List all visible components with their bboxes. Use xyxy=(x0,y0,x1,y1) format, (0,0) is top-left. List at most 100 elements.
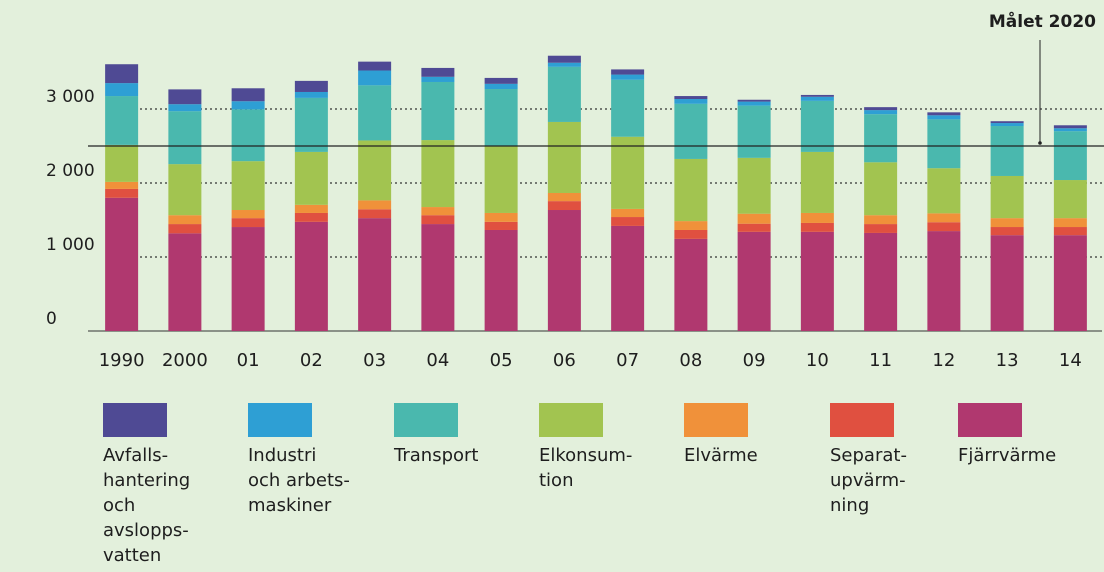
bar-segment xyxy=(358,85,392,141)
x-tick-label: 06 xyxy=(553,350,576,371)
legend-label: Elkonsum- tion xyxy=(539,445,633,491)
bar-segment xyxy=(737,231,771,331)
y-tick-label: 1 000 xyxy=(46,235,95,255)
bar-segment xyxy=(231,101,265,110)
bar-segment xyxy=(611,208,645,218)
bar-segment xyxy=(674,221,708,230)
bar-segment xyxy=(168,233,202,331)
bar-segment xyxy=(927,231,961,331)
bar-segment xyxy=(358,218,392,331)
bar-segment xyxy=(421,140,455,208)
bar-segment xyxy=(864,215,898,225)
bar-segment xyxy=(800,96,834,101)
bar-segment xyxy=(611,225,645,331)
bar-segment xyxy=(358,209,392,219)
bar-segment xyxy=(737,99,771,102)
bar-segment xyxy=(737,157,771,214)
bar-segment xyxy=(1053,235,1087,331)
x-tick-label: 14 xyxy=(1059,350,1082,371)
bar-segment xyxy=(737,101,771,106)
bar-segment xyxy=(358,140,392,201)
x-tick-label: 1990 xyxy=(99,350,145,371)
bar-segment xyxy=(358,200,392,210)
bar-segment xyxy=(421,215,455,225)
bar-segment xyxy=(611,136,645,209)
bar-segment xyxy=(484,229,518,331)
bar-segment xyxy=(421,76,455,82)
bar-segment xyxy=(231,227,265,331)
legend-label: Industri och arbets- maskiner xyxy=(248,445,350,516)
bar-segment xyxy=(737,223,771,232)
bar-segment xyxy=(484,83,518,90)
bar-segment xyxy=(927,115,961,120)
bar-segment xyxy=(231,210,265,219)
bar-segment xyxy=(1053,227,1087,236)
bar-segment xyxy=(864,107,898,111)
bar-segment xyxy=(1053,180,1087,219)
bar-segment xyxy=(1053,128,1087,132)
x-tick-label: 05 xyxy=(490,350,513,371)
bar-segment xyxy=(105,188,139,198)
bar-segment xyxy=(358,70,392,86)
bar-segment xyxy=(990,227,1024,236)
bar-segment xyxy=(168,111,202,165)
bar-segment xyxy=(294,80,328,92)
x-tick-label: 2000 xyxy=(162,350,208,371)
x-tick-label: 12 xyxy=(932,350,955,371)
bar-segment xyxy=(231,88,265,102)
bar-segment xyxy=(547,210,581,331)
bar-segment xyxy=(800,100,834,152)
bar-segment xyxy=(294,151,328,205)
bar-segment xyxy=(168,224,202,234)
bar-segment xyxy=(864,232,898,331)
bar-segment xyxy=(864,162,898,216)
bar-segment xyxy=(927,222,961,232)
bar-segment xyxy=(990,235,1024,331)
x-tick-label: 01 xyxy=(237,350,260,371)
bar-segment xyxy=(484,89,518,146)
bar-segment xyxy=(800,151,834,213)
bar-segment xyxy=(547,201,581,211)
bar-segment xyxy=(168,104,202,112)
bar-segment xyxy=(800,94,834,97)
bar-segment xyxy=(421,224,455,331)
bar-segment xyxy=(484,212,518,222)
legend-swatch xyxy=(248,403,312,437)
x-tick-label: 08 xyxy=(679,350,702,371)
legend-label: Fjärrvärme xyxy=(958,445,1057,466)
bar-segment xyxy=(674,238,708,331)
legend-swatch xyxy=(830,403,894,437)
legend-label: Transport xyxy=(394,445,479,466)
y-tick-label: 2 000 xyxy=(46,161,95,181)
bar-segment xyxy=(168,164,202,216)
bar-segment xyxy=(674,229,708,239)
bar-segment xyxy=(800,222,834,232)
legend-label: Separat- upvärm- ning xyxy=(830,445,907,516)
bar-segment xyxy=(611,74,645,80)
legend-label: Avfalls- hantering och avslopps- vatten xyxy=(103,445,191,566)
legend-swatch xyxy=(958,403,1022,437)
x-tick-label: 04 xyxy=(426,350,449,371)
bar-segment xyxy=(105,181,139,189)
bar-segment xyxy=(927,213,961,223)
bar-segment xyxy=(105,197,139,331)
bar-segment xyxy=(547,66,581,122)
bar-segment xyxy=(547,121,581,193)
bar-segment xyxy=(990,123,1024,127)
annotation: Målet 2020 xyxy=(989,10,1096,32)
bar-segment xyxy=(674,158,708,222)
bar-segment xyxy=(990,175,1024,219)
y-tick-label: 3 000 xyxy=(46,87,95,107)
bar-segment xyxy=(421,207,455,216)
bar-segment xyxy=(611,69,645,75)
bar-segment xyxy=(990,218,1024,228)
bar-segment xyxy=(547,55,581,63)
bar-segment xyxy=(105,144,139,182)
legend-swatch xyxy=(394,403,458,437)
x-tick-label: 13 xyxy=(996,350,1019,371)
legend-swatch xyxy=(539,403,603,437)
legend-swatch xyxy=(103,403,167,437)
bar-segment xyxy=(547,62,581,67)
